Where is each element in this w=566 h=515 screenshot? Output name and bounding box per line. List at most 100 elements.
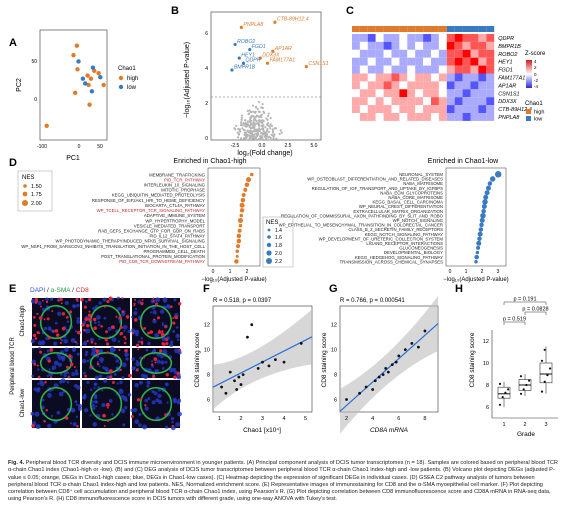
- gsea-pathway-label: KEGG_NOTCH_SIGNALING_PATHWAY: [365, 232, 444, 237]
- asma-duct-outline: [89, 351, 123, 374]
- volcano-point-ddx3x: [258, 56, 262, 60]
- gsea-pathway-label: INTERLEUKIN_10_SIGNALING: [144, 182, 206, 187]
- heatmap-cell: [454, 57, 463, 66]
- data-point: [373, 379, 377, 383]
- volcano-point-nonsig: [252, 115, 255, 118]
- data-point: [274, 358, 277, 362]
- cd8-cell: [94, 342, 97, 345]
- heatmap-cell: [438, 41, 447, 50]
- data-point: [377, 375, 381, 379]
- dapi-nucleus: [175, 422, 181, 427]
- dapi-nucleus: [176, 338, 180, 342]
- heatmap-cell: [407, 65, 416, 74]
- cd8-cell: [125, 315, 130, 319]
- heatmap-cell: [367, 65, 376, 74]
- heatmap-cell: [470, 65, 479, 74]
- heatmap-cell: [462, 57, 471, 66]
- dapi-nucleus: [103, 404, 106, 407]
- gsea-pathway-label: REGULATION_OF_COMMISSURAL_AXON_PATHFINDI…: [281, 213, 444, 218]
- panel-d-left-nes-1: 1.75: [31, 192, 42, 198]
- dapi-nucleus: [115, 359, 120, 363]
- volcano-point-nonsig: [239, 123, 243, 127]
- dapi-nucleus: [37, 301, 42, 306]
- heatmap-cell: [423, 113, 431, 121]
- heatmap-cell: [438, 105, 447, 113]
- heatmap-cell: [399, 41, 408, 50]
- cd8-cell: [119, 368, 123, 372]
- heatmap-cell: [399, 97, 408, 106]
- heatmap-cell: [486, 105, 495, 113]
- dapi-nucleus: [40, 381, 45, 387]
- dapi-nucleus: [116, 296, 120, 300]
- volcano-point-nonsig: [249, 124, 252, 127]
- cd8-cell: [118, 316, 122, 320]
- gsea-pathway-label: ADAPTIVE_IMMUNE_SYSTEM: [144, 213, 206, 218]
- panel-f-letter: F: [203, 283, 210, 295]
- panel-b-ytick-3: 6: [205, 31, 208, 37]
- heatmap-cell: [367, 81, 376, 90]
- significance-pvalue: p = 0.191: [513, 297, 536, 303]
- dapi-nucleus: [91, 403, 95, 408]
- cd8-cell: [104, 338, 108, 342]
- panel-d-left-xtick-0: 0: [212, 269, 215, 275]
- panel-d-right-nes-swatch-1: [267, 235, 271, 239]
- heatmap-cell: [415, 97, 424, 106]
- cd8-cell: [89, 365, 93, 369]
- heatmap-cell: [375, 73, 384, 82]
- cd8-cell: [152, 374, 156, 378]
- asma-duct-outline: [139, 386, 173, 422]
- pca-point-high: [96, 71, 101, 76]
- panel-e-row-label-low: Chao1-low: [20, 388, 26, 417]
- cd8-cell: [123, 335, 126, 339]
- panel-d-right-nes-2: 1.8: [275, 243, 282, 249]
- volcano-point-nonsig: [268, 125, 271, 128]
- data-point: [235, 388, 239, 391]
- panel-a-xtick-0: -100: [37, 144, 47, 150]
- heatmap-cell: [407, 49, 416, 58]
- dapi-nucleus: [117, 306, 122, 311]
- panel-b-xlabel: log₂(Fold change): [237, 150, 292, 157]
- volcano-label-ddx3x: DDX3X: [262, 53, 280, 59]
- panel-b-ytick-1: 2: [205, 101, 208, 107]
- volcano-label-fgd1: FGD1: [252, 44, 266, 50]
- heatmap-cell: [423, 89, 431, 98]
- heatmap-gene-label: ROBO2: [498, 52, 517, 58]
- heatmap-cell: [359, 73, 368, 82]
- heatmap-cell: [462, 73, 471, 82]
- heatmap-cell: [438, 89, 447, 98]
- dapi-nucleus: [70, 337, 76, 343]
- heatmap-cell: [367, 97, 376, 106]
- cd8-cell: [95, 349, 100, 353]
- cd8-cell: [67, 376, 70, 379]
- gsea-dot: [234, 259, 239, 264]
- volcano-label-ap1ar: AP1AR: [274, 46, 292, 52]
- volcano-point-nonsig: [267, 130, 271, 134]
- volcano-point-nonsig: [266, 127, 269, 131]
- dapi-nucleus: [59, 373, 63, 376]
- volcano-point-nonsig: [258, 120, 261, 123]
- heatmap-cell: [431, 34, 439, 42]
- dapi-nucleus: [95, 405, 98, 408]
- heatmap-cell: [383, 81, 392, 90]
- heatmap-cell: [446, 105, 455, 113]
- significance-bracket: [503, 301, 547, 305]
- heatmap-cell: [391, 81, 400, 90]
- heatmap-cell: [470, 105, 479, 113]
- cd8-cell: [154, 361, 157, 364]
- heatmap-cell: [415, 73, 424, 82]
- panel-d-right-nes-4: 2.2: [275, 259, 282, 265]
- panel-d-right-nes-title: NES: [266, 220, 278, 226]
- gsea-pathway-label: WP_PHOTODYNAMIC_THERAPYINDUCED_NFKB_SURV…: [56, 239, 206, 244]
- dapi-nucleus: [98, 365, 101, 368]
- volcano-point-nonsig: [258, 100, 261, 104]
- cd8-cell: [83, 305, 87, 309]
- confidence-band: [340, 296, 438, 434]
- heatmap-cell: [454, 73, 463, 82]
- panel-c-zscore-title: Z-score: [525, 51, 546, 57]
- cd8-cell: [106, 299, 110, 304]
- dapi-nucleus: [74, 400, 78, 404]
- heatmap-cell: [431, 97, 439, 106]
- heatmap-gene-label: CTB-89H12.4: [498, 107, 532, 113]
- panel-g-frame: [339, 305, 439, 413]
